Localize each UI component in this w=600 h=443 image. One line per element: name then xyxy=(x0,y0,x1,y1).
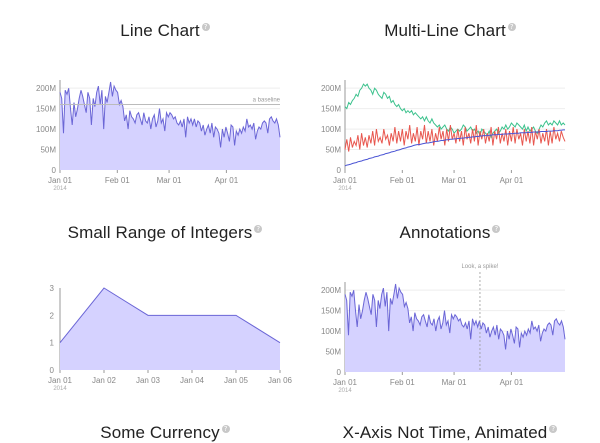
x-tick-label: Jan 01 xyxy=(333,176,358,185)
x-tick-year: 2014 xyxy=(338,186,352,192)
y-tick-label: 100M xyxy=(321,327,341,336)
y-tick-label: 0 xyxy=(337,166,342,175)
y-tick-label: 50M xyxy=(40,146,56,155)
x-tick-label: Apr 01 xyxy=(215,176,239,185)
panel-title: Some Currency? xyxy=(15,423,315,443)
annotations-title: Annotations xyxy=(399,223,491,242)
small-range-title: Small Range of Integers xyxy=(67,223,253,242)
area-line xyxy=(59,81,281,148)
x-tick-year: 2014 xyxy=(53,386,67,392)
x-tick-label: Feb 01 xyxy=(390,176,415,185)
y-tick-label: 0 xyxy=(52,166,57,175)
y-tick-label: 200M xyxy=(36,84,56,93)
x-tick-label: Feb 01 xyxy=(105,176,130,185)
y-tick-label: 200M xyxy=(321,84,341,93)
some-currency-title: Some Currency xyxy=(100,423,220,442)
series-line-red xyxy=(344,124,566,152)
multi-line-chart: 0 50M 100M 150M 200M Jan 01 Feb 01 Mar 01 Apr 01… xyxy=(321,80,566,192)
area-fill xyxy=(60,288,280,370)
x-tick-label: Jan 01 xyxy=(333,378,358,387)
y-tick-label: 50M xyxy=(325,146,341,155)
series-line-green xyxy=(344,83,566,139)
y-tick-label: 100M xyxy=(321,125,341,134)
y-tick-label: 150M xyxy=(36,105,56,114)
x-tick-label: Jan 05 xyxy=(224,376,249,385)
x-tick-label: Jan 04 xyxy=(180,376,205,385)
y-tick-label: 0 xyxy=(337,368,342,377)
x-tick-label: Jan 03 xyxy=(136,376,161,385)
panel-title: X-Axis Not Time, Animated? xyxy=(300,423,600,443)
help-icon[interactable]: ? xyxy=(507,23,516,31)
panel-title: Annotations? xyxy=(300,223,600,243)
y-tick-label: 3 xyxy=(50,284,55,293)
y-tick-label: 0 xyxy=(50,366,55,375)
y-tick-label: 100M xyxy=(36,125,56,134)
y-tick-label: 1 xyxy=(50,339,55,348)
panel-title: Small Range of Integers? xyxy=(15,223,315,243)
help-icon[interactable]: ? xyxy=(549,425,558,433)
annotation-label: Look, a spike! xyxy=(461,264,498,270)
x-tick-label: Mar 01 xyxy=(157,176,182,185)
x-tick-year: 2014 xyxy=(338,388,352,394)
area-fill xyxy=(60,82,280,170)
series-line-blue xyxy=(344,129,565,167)
x-tick-label: Feb 01 xyxy=(390,378,415,387)
panel-title: Line Chart? xyxy=(15,21,315,41)
x-tick-label: Jan 06 xyxy=(268,376,293,385)
help-icon[interactable]: ? xyxy=(221,425,230,433)
help-icon[interactable]: ? xyxy=(201,23,210,31)
multi-line-chart-title: Multi-Line Chart xyxy=(384,21,506,40)
y-tick-label: 150M xyxy=(321,307,341,316)
y-tick-label: 150M xyxy=(321,105,341,114)
help-icon[interactable]: ? xyxy=(254,225,263,233)
baseline-label: a baseline xyxy=(253,98,281,104)
line-chart-title: Line Chart xyxy=(120,21,200,40)
area-line xyxy=(59,287,281,344)
x-tick-label: Jan 01 xyxy=(48,376,73,385)
area-line xyxy=(344,283,566,350)
annotations-chart: 0 50M 100M 150M 200M Jan 01 Feb 01 Mar 01 Apr 01… xyxy=(321,264,566,394)
x-tick-label: Jan 02 xyxy=(92,376,117,385)
help-icon[interactable]: ? xyxy=(492,225,501,233)
x-tick-label: Apr 01 xyxy=(500,378,524,387)
x-tick-label: Apr 01 xyxy=(500,176,524,185)
panel-title: Multi-Line Chart? xyxy=(300,21,600,41)
y-tick-label: 2 xyxy=(50,311,55,320)
x-axis-not-time-title: X-Axis Not Time, Animated xyxy=(342,423,548,442)
line-chart: 0 50M 100M 150M 200M Jan 01 Feb 01 Mar 01 Apr 01… xyxy=(36,80,281,192)
y-tick-label: 50M xyxy=(325,348,341,357)
small-range-chart: 0 1 2 3 Jan 01 Jan 02 Jan 03 Jan 04 Jan 05 Jan 06… xyxy=(48,284,293,392)
area-fill xyxy=(345,284,565,372)
x-tick-label: Mar 01 xyxy=(442,176,467,185)
x-tick-year: 2014 xyxy=(53,186,67,192)
y-tick-label: 200M xyxy=(321,286,341,295)
x-tick-label: Mar 01 xyxy=(442,378,467,387)
x-tick-label: Jan 01 xyxy=(48,176,73,185)
